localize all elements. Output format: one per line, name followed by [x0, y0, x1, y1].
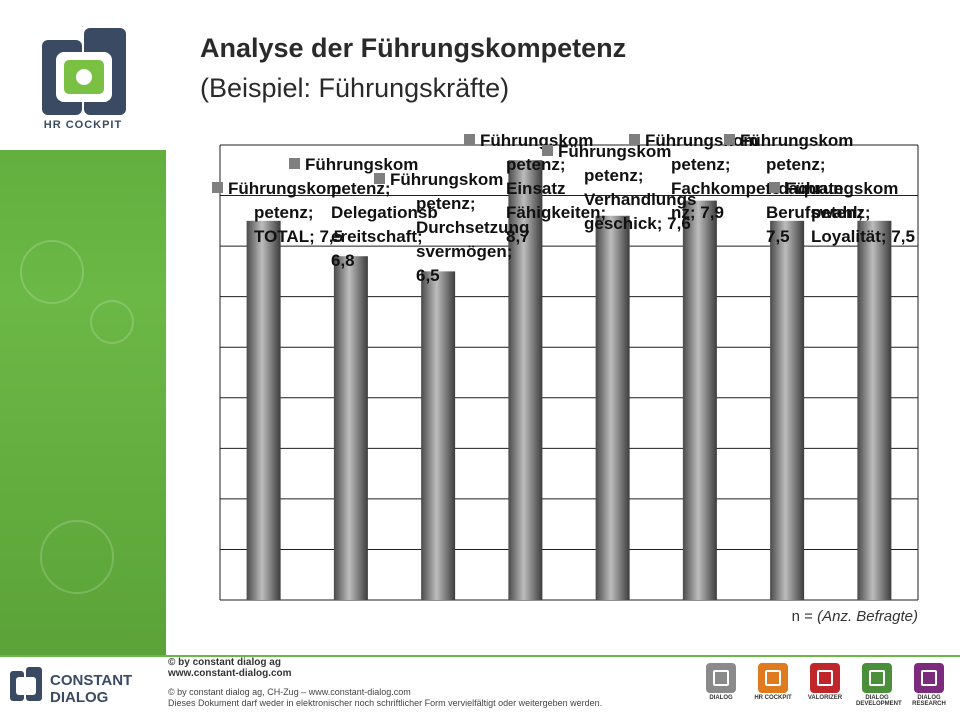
data-label: Führungskom	[785, 179, 898, 198]
data-label: Berufswahl;	[766, 203, 863, 222]
bar	[595, 215, 630, 600]
data-label: nz; 7,9	[671, 203, 724, 222]
bar	[857, 220, 892, 600]
legend-marker	[464, 134, 475, 145]
data-label: Fachkompete	[671, 179, 781, 198]
data-label: Führungskom	[558, 142, 671, 161]
title-line-2: (Beispiel: Führungskräfte)	[200, 73, 510, 103]
decor-circle	[40, 520, 114, 594]
data-label: Führungskom	[740, 131, 853, 150]
brand-line-1: © by constant dialog ag	[168, 657, 281, 668]
research-app-icon	[914, 663, 944, 693]
sidebar-decoration: HR COCKPIT	[0, 0, 166, 655]
app-icon-hr-cockpit[interactable]: HR COCKPIT	[752, 663, 794, 707]
data-label: Durchsetzung	[416, 218, 529, 237]
data-label: Verhandlungs	[584, 190, 696, 209]
data-label: petenz;	[584, 166, 644, 185]
data-label: ereitschaft;	[331, 227, 423, 246]
constant-dialog-logo: CONSTANT DIALOG	[10, 667, 160, 712]
logo-text: HR COCKPIT	[43, 119, 123, 131]
data-label: svermögen;	[416, 242, 512, 261]
footer-brand: © by constant dialog ag www.constant-dia…	[168, 657, 292, 679]
valorizer-app-icon	[810, 663, 840, 693]
data-label: Führungskom	[480, 131, 593, 150]
data-label: 7,5	[766, 227, 790, 246]
legend-marker	[542, 145, 553, 156]
decor-circle	[90, 300, 134, 344]
note-italic: (Anz. Befragte)	[817, 608, 918, 625]
app-icon-valorizer[interactable]: VALORIZER	[804, 663, 846, 707]
bar	[682, 200, 717, 600]
data-label: Adäquate	[766, 179, 843, 198]
data-label: Führungskom	[228, 179, 341, 198]
data-label: Einsatz	[506, 179, 566, 198]
data-label: 8,7	[506, 227, 530, 246]
app-icon-research[interactable]: DIALOG RESEARCH	[908, 663, 950, 707]
sample-note: n = (Anz. Befragte)	[792, 608, 918, 625]
legend-marker	[212, 182, 223, 193]
data-label: petenz;	[506, 155, 566, 174]
bar	[421, 271, 456, 600]
bar	[246, 220, 281, 600]
copy-line-1: © by constant dialog ag, CH-Zug – www.co…	[168, 687, 411, 697]
company-name-2: DIALOG	[50, 689, 108, 706]
app-icons: DIALOG HR COCKPIT VALORIZER DIALOG DEVEL…	[700, 663, 950, 707]
data-label: petenz;	[254, 203, 314, 222]
data-label: petenz;	[811, 203, 871, 222]
brand-line-2: www.constant-dialog.com	[168, 668, 292, 679]
legend-marker	[289, 158, 300, 169]
legend-marker	[374, 173, 385, 184]
data-label: 6,5	[416, 266, 440, 285]
data-label: Loyalität; 7,5	[811, 227, 915, 246]
footer: CONSTANT DIALOG © by constant dialog ag …	[0, 655, 960, 720]
data-label: petenz;	[416, 194, 476, 213]
note-prefix: n =	[791, 608, 818, 625]
data-label: geschick; 7,6	[584, 214, 691, 233]
data-label: Delegationsb	[331, 203, 438, 222]
data-label: petenz;	[671, 155, 731, 174]
legend-marker	[629, 134, 640, 145]
hr-cockpit-app-icon	[758, 663, 788, 693]
legend-marker	[724, 134, 735, 145]
decor-circle	[20, 240, 84, 304]
app-icon-development[interactable]: DIALOG DEVELOPMENT	[856, 663, 902, 707]
data-label: Führungskom	[305, 155, 418, 174]
app-icon-dialog[interactable]: DIALOG	[700, 663, 742, 707]
legend-marker	[769, 182, 780, 193]
bar	[333, 256, 368, 600]
copy-line-2: Dieses Dokument darf weder in elektronis…	[168, 698, 603, 708]
bar-chart: Führungskompetenz;TOTAL; 7,5Führungskomp…	[212, 131, 919, 601]
data-label: petenz;	[766, 155, 826, 174]
data-label: TOTAL; 7,5	[254, 227, 343, 246]
hr-cockpit-logo: HR COCKPIT	[0, 0, 166, 150]
bar	[508, 160, 543, 600]
company-name-1: CONSTANT	[50, 672, 132, 689]
slide-title: Analyse der Führungskompetenz (Beispiel:…	[200, 28, 626, 108]
development-app-icon	[862, 663, 892, 693]
bar	[770, 220, 805, 600]
footer-copyright: © by constant dialog ag, CH-Zug – www.co…	[168, 687, 602, 709]
data-label: Führungskom	[390, 170, 503, 189]
data-label: 6,8	[331, 251, 355, 270]
cockpit-logo-icon	[42, 28, 126, 115]
title-line-1: Analyse der Führungskompetenz	[200, 33, 627, 63]
data-label: Fähigkeiten;	[506, 203, 606, 222]
dialog-app-icon	[706, 663, 736, 693]
